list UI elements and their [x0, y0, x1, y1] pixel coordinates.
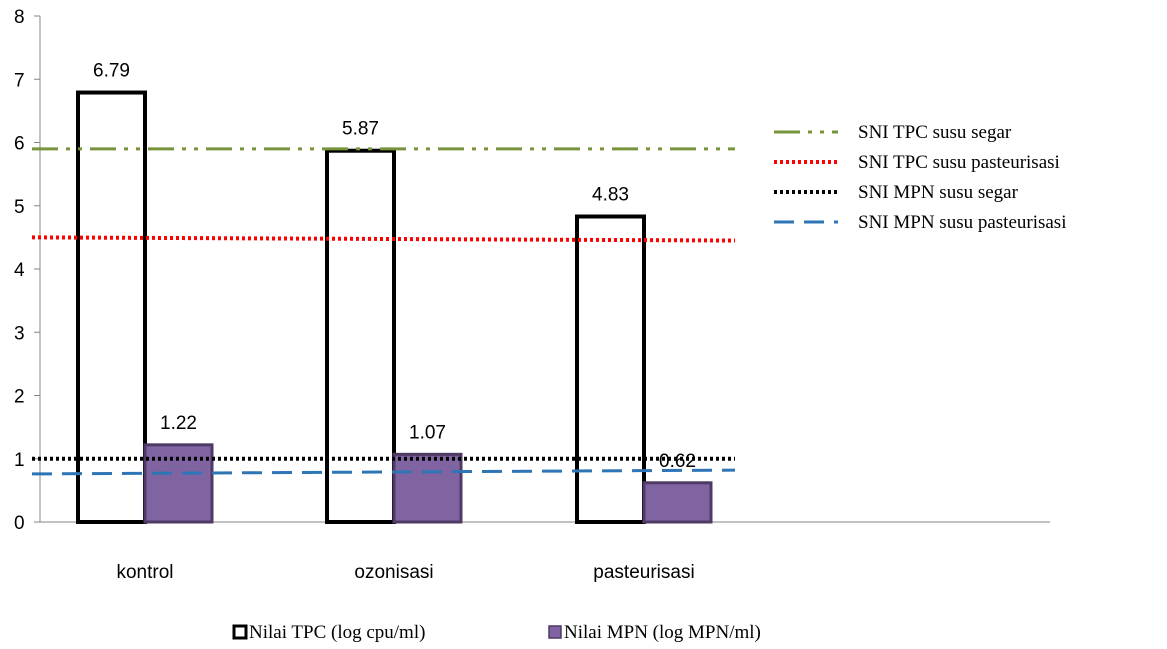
y-axis-ticks: 0 1 2 3 4 5 6 7 8 — [14, 7, 40, 534]
bar-mpn-kontrol — [143, 443, 214, 524]
legend-label: SNI MPN susu pasteurisasi — [858, 212, 1066, 233]
bar-tpc-kontrol — [76, 90, 147, 524]
bar-tpc-pasteurisasi — [575, 214, 646, 524]
bar-mpn-pasteurisasi — [642, 481, 713, 524]
legend-swatch — [232, 624, 248, 640]
y-tick-label: 4 — [14, 260, 25, 281]
y-tick-label: 0 — [14, 513, 25, 534]
legend-swatch — [548, 625, 562, 639]
bar-mpn-ozonisasi — [392, 452, 463, 524]
legend-label: SNI TPC susu segar — [858, 122, 1012, 143]
legend-label: Nilai MPN (log MPN/ml) — [564, 622, 761, 643]
legend-label: Nilai TPC (log cpu/ml) — [249, 622, 425, 643]
bar-tpc-ozonisasi — [325, 148, 396, 524]
bar-series-legend: Nilai TPC (log cpu/ml) Nilai MPN (log MPN… — [232, 622, 761, 643]
legend-label: SNI TPC susu pasteurisasi — [858, 152, 1060, 173]
y-tick-label: 3 — [14, 323, 25, 344]
y-tick-label: 1 — [14, 450, 25, 471]
data-label-tpc: 6.79 — [93, 61, 130, 82]
category-label: pasteurisasi — [593, 562, 694, 583]
data-label-mpn: 1.22 — [160, 413, 197, 434]
x-axis-category-labels: kontrol ozonisasi pasteurisasi — [116, 562, 694, 583]
y-tick-label: 7 — [14, 70, 25, 91]
y-tick-label: 2 — [14, 387, 25, 408]
reference-line-legend: SNI TPC susu segar SNI TPC susu pasteuris… — [774, 122, 1066, 233]
category-label: ozonisasi — [354, 562, 433, 583]
legend-label: SNI MPN susu segar — [858, 182, 1019, 203]
reference-line — [31, 468, 736, 476]
y-tick-label: 6 — [14, 134, 25, 155]
data-label-tpc: 5.87 — [342, 119, 379, 140]
y-tick-label: 8 — [14, 7, 25, 28]
y-tick-label: 5 — [14, 197, 25, 218]
category-label: kontrol — [116, 562, 173, 583]
data-label-mpn: 1.07 — [409, 422, 446, 443]
data-labels: 6.79 1.22 5.87 1.07 4.83 0.62 — [93, 61, 696, 472]
reference-lines — [31, 147, 736, 476]
data-label-tpc: 4.83 — [592, 185, 629, 206]
data-label-mpn: 0.62 — [659, 451, 696, 472]
